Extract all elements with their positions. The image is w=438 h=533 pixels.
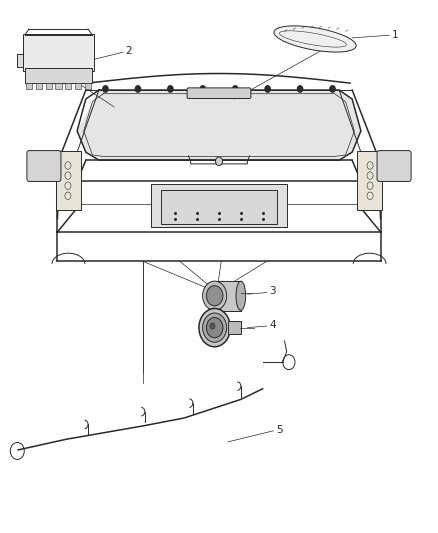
Bar <box>56 83 62 90</box>
Circle shape <box>265 86 270 92</box>
Text: 4: 4 <box>269 320 276 330</box>
Circle shape <box>233 86 238 92</box>
FancyBboxPatch shape <box>23 34 94 71</box>
FancyBboxPatch shape <box>56 151 81 209</box>
Ellipse shape <box>206 286 223 306</box>
Bar <box>26 83 32 90</box>
Circle shape <box>135 86 141 92</box>
FancyBboxPatch shape <box>187 88 251 99</box>
Bar <box>17 54 25 67</box>
Polygon shape <box>77 90 361 160</box>
Ellipse shape <box>236 281 246 310</box>
Ellipse shape <box>203 281 226 310</box>
Bar <box>36 83 42 90</box>
Text: 3: 3 <box>269 286 276 296</box>
FancyBboxPatch shape <box>27 151 61 181</box>
Bar <box>65 83 71 90</box>
FancyBboxPatch shape <box>357 151 382 209</box>
Bar <box>85 83 91 90</box>
Text: 1: 1 <box>392 30 398 40</box>
Circle shape <box>215 157 223 165</box>
FancyBboxPatch shape <box>161 190 277 224</box>
Text: 5: 5 <box>276 425 283 435</box>
Circle shape <box>103 86 108 92</box>
Bar <box>75 83 81 90</box>
Circle shape <box>200 86 205 92</box>
Circle shape <box>297 86 303 92</box>
Circle shape <box>168 86 173 92</box>
Polygon shape <box>151 184 287 227</box>
Ellipse shape <box>206 318 223 338</box>
Ellipse shape <box>203 313 226 342</box>
Polygon shape <box>215 281 241 311</box>
Bar <box>25 68 92 83</box>
Ellipse shape <box>210 323 215 329</box>
Bar <box>46 83 52 90</box>
Circle shape <box>330 86 335 92</box>
FancyBboxPatch shape <box>377 151 411 181</box>
Ellipse shape <box>274 26 356 52</box>
Text: 2: 2 <box>125 46 132 56</box>
Ellipse shape <box>199 309 230 347</box>
FancyBboxPatch shape <box>228 321 241 334</box>
